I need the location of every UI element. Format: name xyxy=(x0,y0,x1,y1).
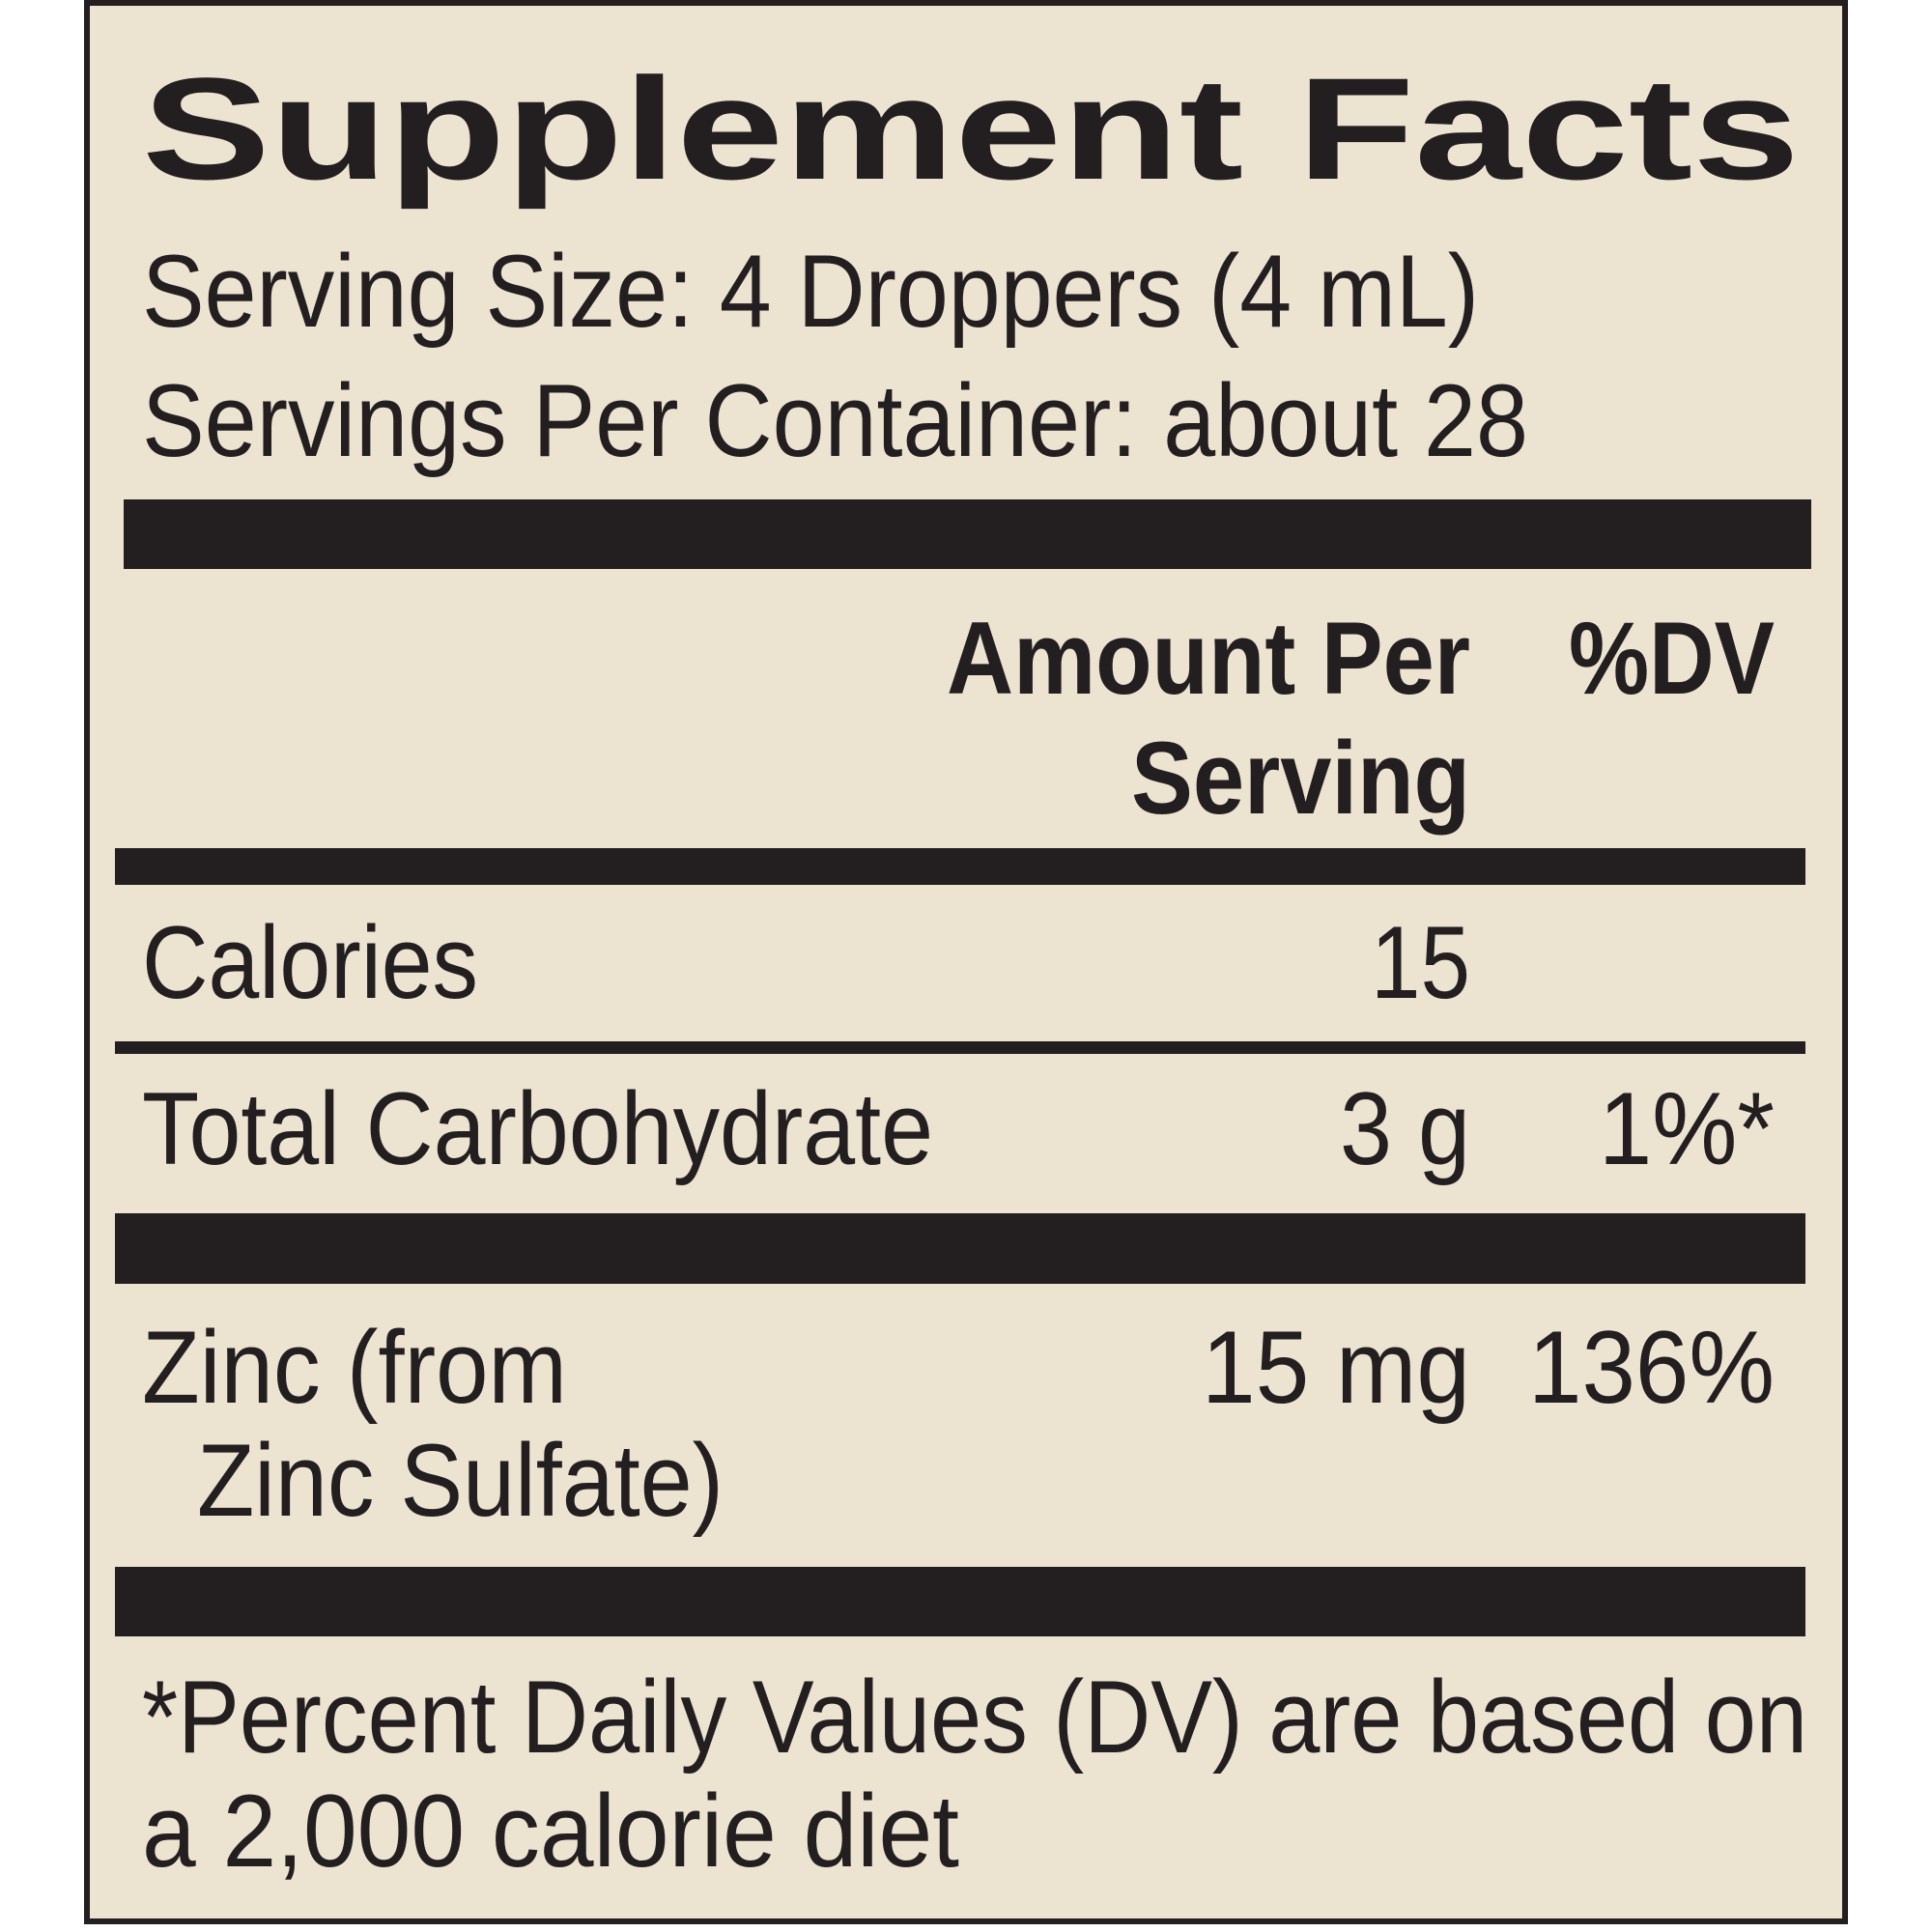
column-header: Amount Per xyxy=(947,600,1470,716)
footnote: *Percent Daily Values (DV) are based on xyxy=(142,1659,1807,1775)
nutrient-amount: 3 g xyxy=(1340,1070,1470,1186)
nutrient-name: Zinc (from xyxy=(142,1309,567,1425)
footnote: a 2,000 calorie diet xyxy=(142,1773,959,1889)
serving-size: Serving Size: 4 Droppers (4 mL) xyxy=(142,233,1479,349)
divider-line xyxy=(115,1041,1805,1054)
nutrient-amount: 15 xyxy=(1371,904,1470,1020)
divider-bar xyxy=(115,1567,1805,1636)
nutrient-name: Zinc Sulfate) xyxy=(197,1422,724,1538)
servings-per-container: Servings Per Container: about 28 xyxy=(142,362,1528,478)
divider-bar xyxy=(115,848,1805,885)
nutrient-amount: 15 mg xyxy=(1202,1309,1470,1425)
divider-bar xyxy=(124,499,1811,569)
column-header: Serving xyxy=(1131,720,1470,836)
nutrient-dv: 136% xyxy=(1528,1309,1775,1425)
nutrient-name: Calories xyxy=(142,904,478,1020)
divider-bar xyxy=(115,1213,1805,1284)
title: Supplement Facts xyxy=(142,47,1800,210)
nutrient-name: Total Carbohydrate xyxy=(142,1070,933,1186)
column-header: %DV xyxy=(1569,600,1775,716)
nutrient-dv: 1%* xyxy=(1599,1070,1775,1186)
